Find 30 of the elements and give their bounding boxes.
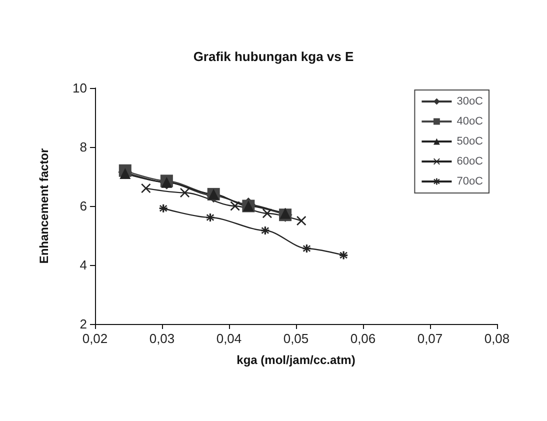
- y-tick-label: 6: [80, 198, 87, 214]
- point: [159, 204, 168, 212]
- point: [296, 216, 306, 226]
- legend-label: 30oC: [456, 96, 484, 108]
- legend-label: 60oC: [456, 156, 484, 168]
- point: [261, 226, 270, 234]
- point: [262, 208, 272, 218]
- x-tick-label: 0,03: [149, 331, 175, 346]
- point: [141, 184, 151, 194]
- x-tick-label: 0,07: [417, 331, 443, 346]
- legend-label: 50oC: [456, 136, 484, 148]
- y-tick-label: 10: [72, 80, 87, 96]
- y-tick-label: 2: [80, 316, 87, 332]
- x-tick-label: 0,02: [82, 331, 108, 346]
- x-axis-title: kga (mol/jam/cc.atm): [236, 353, 356, 367]
- point: [302, 244, 311, 252]
- point: [340, 251, 348, 260]
- chart-title: Grafik hubungan kga vs E: [193, 49, 354, 64]
- y-axis-title: Enhancement factor: [37, 148, 51, 264]
- x-tick-label: 0,05: [283, 331, 309, 346]
- x-tick-label: 0,08: [484, 331, 510, 346]
- y-tick-label: 4: [80, 258, 87, 272]
- x-tick-label: 0,04: [216, 331, 242, 346]
- point: [280, 208, 291, 219]
- legend-label: 70oC: [456, 176, 484, 188]
- y-tick-label: 8: [80, 140, 87, 154]
- x-tick-label: 0,06: [350, 331, 376, 346]
- point: [120, 168, 131, 180]
- legend-label: 40oC: [456, 116, 484, 128]
- point: [206, 214, 214, 222]
